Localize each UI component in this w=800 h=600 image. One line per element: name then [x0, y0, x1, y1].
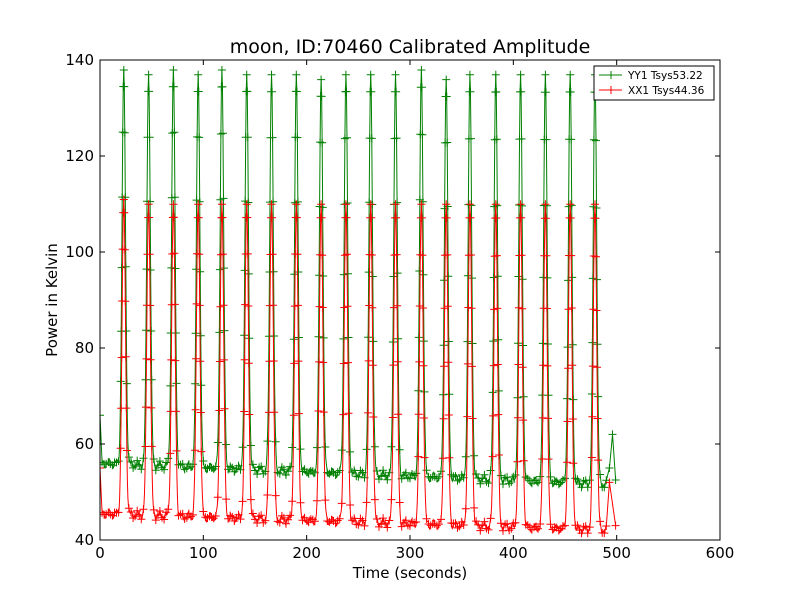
y-tick-label: 100	[65, 243, 94, 261]
plot-area	[100, 66, 620, 538]
x-tick-label: 300	[396, 544, 425, 562]
legend-marker	[607, 71, 615, 79]
axis-ticks: 0 100 200 300 400 500 600 40 60 80 100 120 140	[65, 51, 734, 562]
legend-label: YY1 Tsys53.22	[627, 70, 703, 82]
legend-label: XX1 Tsys44.36	[628, 85, 705, 97]
legend: YY1 Tsys53.22 XX1 Tsys44.36	[593, 65, 715, 101]
x-tick-label: 100	[189, 544, 218, 562]
legend-marker	[607, 86, 615, 94]
y-tick-label: 60	[75, 435, 94, 453]
series-2	[100, 195, 620, 538]
legend-entry-2: XX1 Tsys44.36	[599, 85, 705, 97]
y-tick-label: 80	[75, 339, 94, 357]
legend-box	[593, 65, 715, 101]
x-tick-label: 500	[602, 544, 631, 562]
y-axis-label: Power in Kelvin	[43, 243, 61, 357]
y-tick-label: 120	[65, 147, 94, 165]
x-tick-label: 400	[499, 544, 528, 562]
y-tick-label: 40	[75, 531, 94, 549]
series-markers-2	[100, 195, 620, 538]
x-tick-label: 0	[95, 544, 105, 562]
legend-entry-1: YY1 Tsys53.22	[599, 70, 703, 82]
x-axis-label: Time (seconds)	[352, 564, 468, 582]
y-tick-label: 140	[65, 51, 94, 69]
x-tick-label: 600	[706, 544, 735, 562]
chart-title: moon, ID:70460 Calibrated Amplitude	[230, 36, 591, 58]
x-tick-label: 200	[292, 544, 321, 562]
